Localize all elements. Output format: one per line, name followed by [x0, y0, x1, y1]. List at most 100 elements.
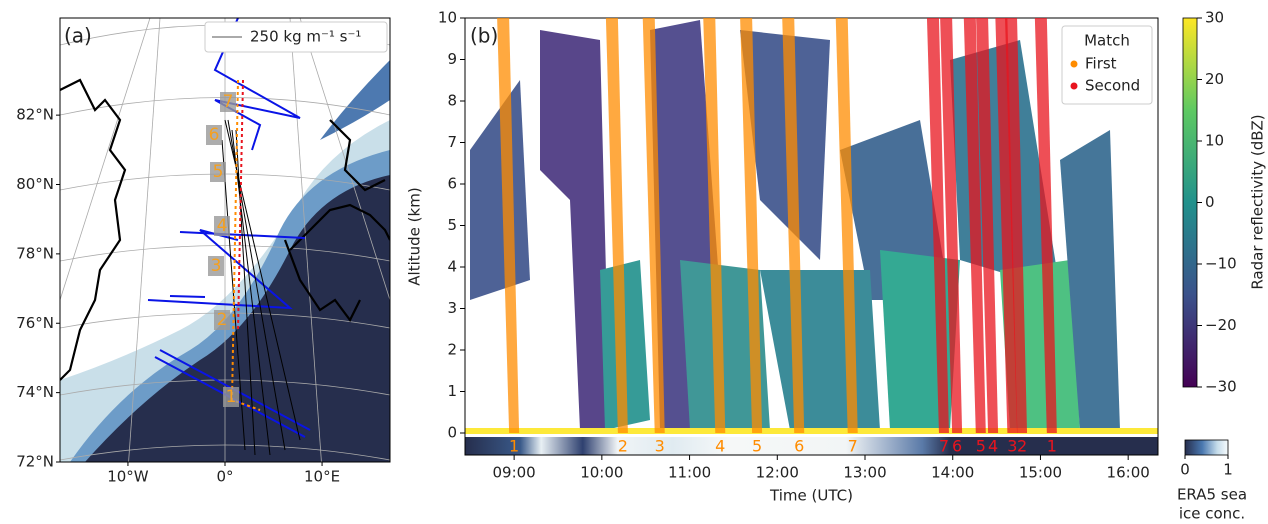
y-axis-label: Altitude (km)	[406, 187, 424, 285]
x-tick-label: 12:00	[756, 464, 799, 482]
panel-label: (b)	[470, 24, 498, 48]
match-label: 2	[1017, 437, 1027, 456]
y-tick-label: 4	[447, 258, 457, 276]
colorbar-tick-label: 0	[1205, 193, 1215, 211]
y-tick-label: 9	[447, 50, 457, 68]
x-tick-label: 13:00	[843, 464, 886, 482]
flight-label-box	[210, 162, 226, 182]
ice-colorbar-tick-label: 1	[1223, 461, 1233, 479]
ice-colorbar	[1184, 439, 1229, 456]
x-tick-label: 15:00	[1019, 464, 1062, 482]
flight-label-box	[214, 310, 230, 330]
y-tick-label: 0	[447, 424, 457, 442]
ice-colorbar-tick-label: 0	[1180, 461, 1190, 479]
legend-title: Match	[1084, 32, 1130, 50]
flight-label: 1	[226, 387, 237, 407]
y-tick-label: 10	[438, 9, 457, 27]
flight-label-box	[223, 387, 239, 407]
y-tick-label: 82°N	[16, 106, 54, 124]
flight-label: 6	[209, 125, 220, 145]
flight-label: 7	[223, 92, 234, 112]
match-label: 6	[794, 437, 804, 456]
legend-marker	[1070, 82, 1078, 90]
match-label: 5	[752, 437, 762, 456]
ice-colorbar-label: ice conc.	[1179, 505, 1245, 523]
match-label: 3	[1007, 437, 1017, 456]
sea-ice-strip	[465, 437, 1158, 455]
match-band	[605, 18, 628, 434]
flight-label: 2	[217, 310, 228, 330]
match-label: 4	[988, 437, 998, 456]
y-tick-label: 5	[447, 216, 457, 234]
match-label: 7	[939, 437, 949, 456]
x-tick-label: 10°E	[304, 468, 340, 486]
colorbar	[1182, 17, 1198, 388]
y-tick-label: 76°N	[16, 314, 54, 332]
match-band	[835, 18, 858, 434]
x-tick-label: 16:00	[1107, 464, 1150, 482]
flight-label: 5	[213, 162, 224, 182]
flight-label-box	[206, 125, 222, 145]
y-tick-label: 2	[447, 341, 457, 359]
colorbar-tick-label: 10	[1205, 132, 1224, 150]
colorbar-label: Radar reflectivity (dBZ)	[1249, 114, 1267, 289]
legend-label: Second	[1085, 77, 1140, 95]
legend-label: First	[1085, 55, 1117, 73]
y-tick-label: 78°N	[16, 244, 54, 262]
x-axis-label: Time (UTC)	[769, 487, 853, 505]
y-tick-label: 1	[447, 382, 457, 400]
y-tick-label: 80°N	[16, 175, 54, 193]
flight-label-box	[208, 256, 224, 276]
match-band	[963, 18, 986, 434]
colorbar-tick-label: 30	[1205, 9, 1224, 27]
x-tick-label: 11:00	[668, 464, 711, 482]
match-band	[926, 18, 949, 434]
y-tick-label: 6	[447, 175, 457, 193]
match-band	[995, 18, 1018, 434]
flight-label-box	[214, 216, 230, 236]
match-band	[1034, 18, 1057, 434]
match-band	[497, 18, 520, 434]
colorbar-tick-label: 20	[1205, 70, 1224, 88]
x-tick-label: 14:00	[931, 464, 974, 482]
x-tick-label: 10:00	[580, 464, 623, 482]
x-tick-label: 0°	[216, 468, 233, 486]
colorbar-tick-label: −20	[1205, 316, 1237, 334]
match-band	[940, 18, 963, 434]
plot-frame	[464, 17, 1159, 456]
match-band	[642, 18, 665, 434]
panel-label: (a)	[64, 24, 92, 48]
match-label: 1	[1047, 437, 1057, 456]
legend-marker	[1070, 60, 1078, 68]
match-band	[976, 18, 999, 434]
match-label: 1	[509, 437, 519, 456]
match-label: 6	[952, 437, 962, 456]
flight-label: 3	[211, 256, 222, 276]
match-label: 2	[618, 437, 628, 456]
x-tick-label: 10°W	[107, 468, 149, 486]
y-tick-label: 72°N	[16, 453, 54, 471]
x-tick-label: 09:00	[493, 464, 536, 482]
y-tick-label: 7	[447, 133, 457, 151]
match-label: 4	[715, 437, 725, 456]
flight-label: 4	[217, 216, 228, 236]
match-band	[740, 18, 763, 434]
match-band	[703, 18, 726, 434]
match-band	[1005, 18, 1028, 434]
legend-box	[1061, 25, 1153, 105]
match-label: 3	[655, 437, 665, 456]
match-band	[782, 18, 805, 434]
colorbar-tick-label: −30	[1205, 378, 1237, 396]
ice-colorbar-label: ERA5 sea	[1177, 486, 1247, 504]
colorbar-tick-label: −10	[1205, 255, 1237, 273]
y-tick-label: 3	[447, 299, 457, 317]
match-label: 7	[848, 437, 858, 456]
map-legend	[204, 21, 388, 53]
legend-label: 250 kg m⁻¹ s⁻¹	[250, 28, 361, 46]
match-label: 5	[976, 437, 986, 456]
y-tick-label: 8	[447, 92, 457, 110]
flight-label-box	[220, 92, 236, 112]
y-tick-label: 74°N	[16, 383, 54, 401]
